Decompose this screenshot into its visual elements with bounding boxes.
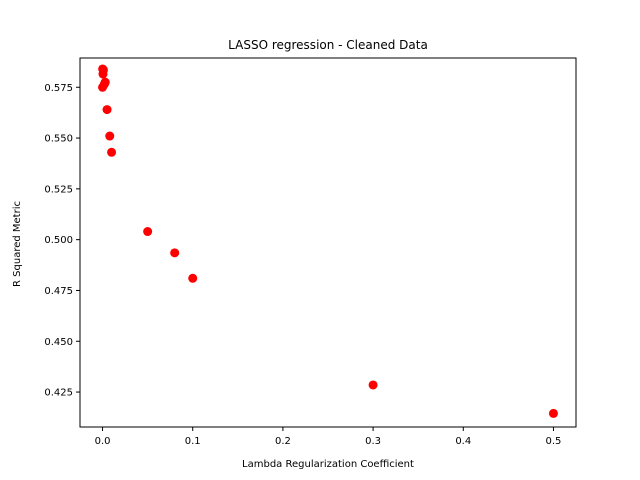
x-axis-ticks: 0.0 0.1 0.2 0.3 0.4 0.5: [95, 427, 562, 447]
x-tick-label: 0.5: [546, 436, 562, 447]
data-point-5: [98, 82, 108, 92]
data-point-2: [98, 65, 108, 75]
x-axis-label: Lambda Regularization Coefficient: [242, 459, 414, 470]
y-axis-ticks: 0.425 0.450 0.475 0.500 0.525 0.550 0.575: [44, 83, 80, 399]
y-tick-label: 0.500: [44, 235, 73, 246]
chart-title: LASSO regression - Cleaned Data: [228, 38, 428, 52]
y-axis-label: R Squared Metric: [12, 201, 23, 287]
data-point-9: [143, 227, 153, 237]
y-tick-label: 0.550: [44, 134, 73, 145]
x-tick-label: 0.4: [455, 436, 471, 447]
y-tick-label: 0.575: [44, 83, 73, 94]
data-point-12: [368, 380, 378, 390]
data-points: [98, 64, 558, 418]
y-tick-label: 0.425: [44, 388, 73, 399]
plot-area: [79, 57, 577, 428]
data-point-8: [107, 147, 117, 157]
y-tick-label: 0.450: [44, 337, 73, 348]
y-tick-label: 0.475: [44, 286, 73, 297]
x-tick-label: 0.0: [95, 436, 111, 447]
x-tick-label: 0.3: [365, 436, 381, 447]
x-tick-label: 0.2: [275, 436, 291, 447]
data-point-6: [102, 105, 112, 115]
data-point-11: [188, 273, 198, 283]
data-point-7: [105, 131, 115, 141]
data-point-13: [548, 408, 558, 418]
y-tick-label: 0.525: [44, 184, 73, 195]
data-point-10: [170, 248, 180, 258]
x-tick-label: 0.1: [185, 436, 201, 447]
plot-frame: [79, 57, 577, 428]
